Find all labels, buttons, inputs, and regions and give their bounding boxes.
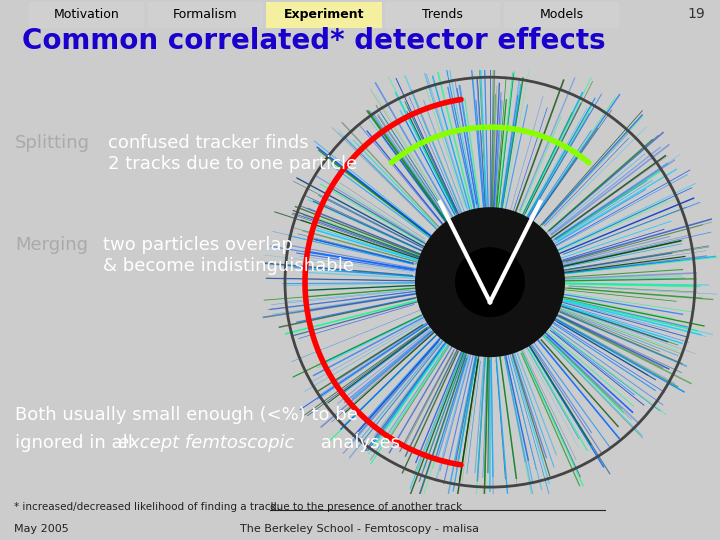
Text: * increased/decreased likelihood of finding a track,: * increased/decreased likelihood of find… [14, 502, 284, 512]
Circle shape [455, 247, 525, 317]
Text: Motivation: Motivation [53, 8, 120, 21]
Text: Models: Models [539, 8, 584, 21]
FancyBboxPatch shape [504, 2, 619, 28]
FancyBboxPatch shape [29, 2, 144, 28]
Text: two particles overlap
& become indistinguishable: two particles overlap & become indisting… [103, 236, 354, 275]
Text: except femtoscopic: except femtoscopic [118, 434, 294, 452]
Circle shape [415, 207, 565, 357]
Text: Splitting: Splitting [15, 134, 90, 152]
Text: ignored in all: ignored in all [15, 434, 139, 452]
Text: confused tracker finds
2 tracks due to one particle: confused tracker finds 2 tracks due to o… [108, 134, 357, 173]
FancyBboxPatch shape [148, 2, 263, 28]
Text: Experiment: Experiment [284, 8, 364, 21]
FancyBboxPatch shape [266, 2, 382, 28]
Text: due to the presence of another track: due to the presence of another track [270, 502, 462, 512]
Text: 19: 19 [688, 7, 706, 21]
Text: Common correlated* detector effects: Common correlated* detector effects [22, 26, 606, 55]
Text: Both usually small enough (<%) to be: Both usually small enough (<%) to be [15, 406, 358, 424]
Text: analyses: analyses [315, 434, 400, 452]
Text: The Berkeley School - Femtoscopy - malisa: The Berkeley School - Femtoscopy - malis… [240, 523, 480, 534]
Text: Trends: Trends [423, 8, 463, 21]
Text: Merging: Merging [15, 236, 88, 254]
Text: Formalism: Formalism [173, 8, 238, 21]
Text: May 2005: May 2005 [14, 523, 69, 534]
FancyBboxPatch shape [385, 2, 500, 28]
